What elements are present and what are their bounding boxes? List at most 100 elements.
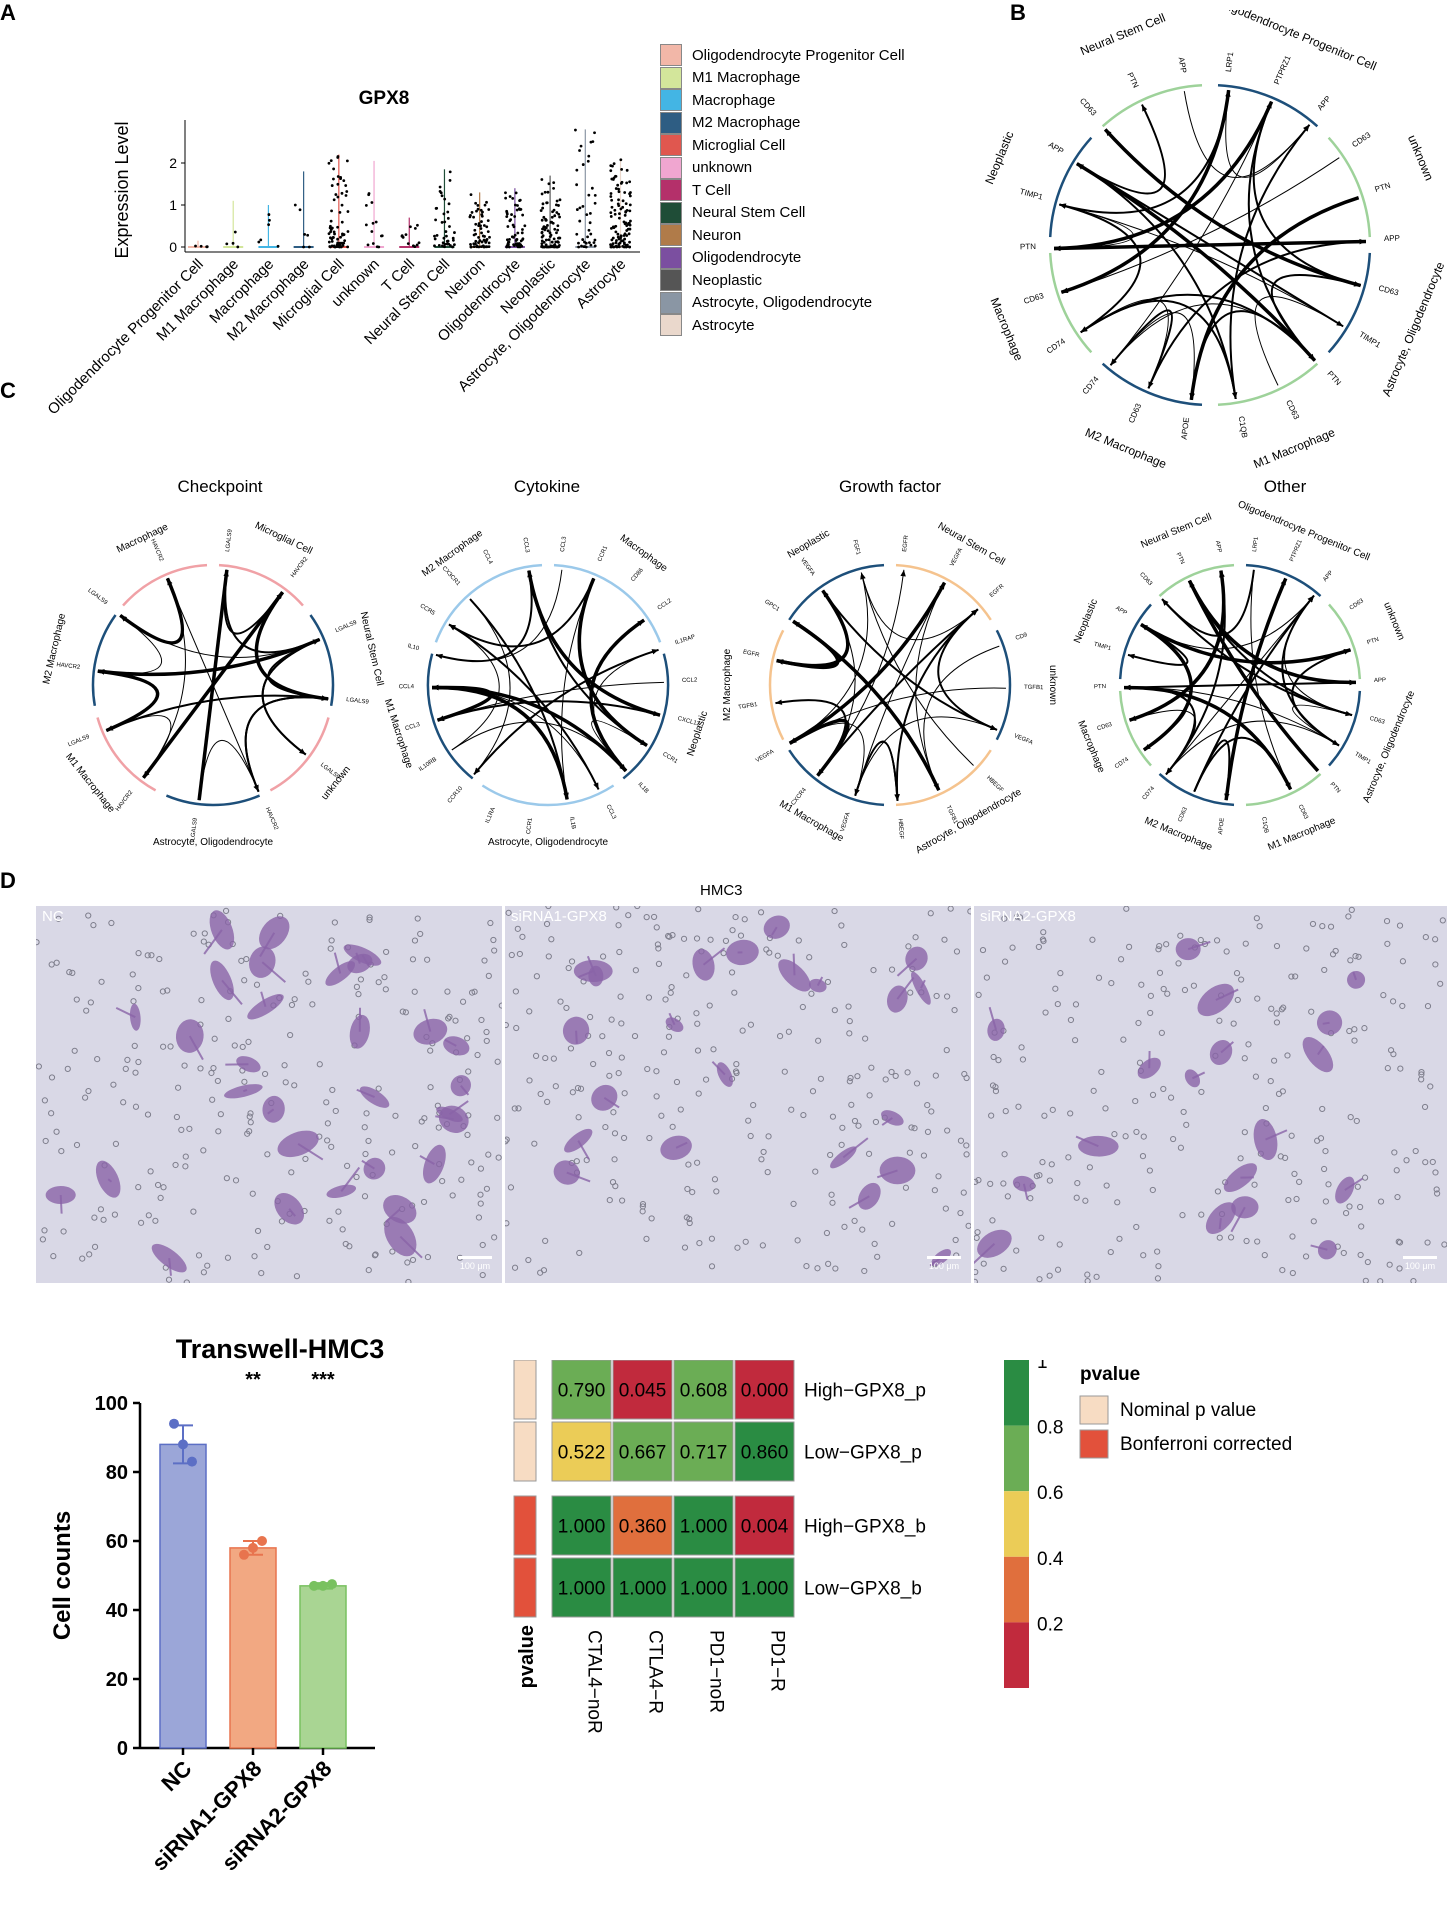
chord-arrow xyxy=(1285,782,1291,790)
legend-label: Neuron xyxy=(692,226,742,244)
chord-link xyxy=(1281,594,1340,747)
data-point xyxy=(611,164,614,168)
pore xyxy=(485,972,492,979)
pore xyxy=(1111,1131,1118,1138)
cell-process xyxy=(974,1243,996,1265)
stained-cell xyxy=(564,1128,593,1153)
stained-cell xyxy=(911,971,931,1005)
pore xyxy=(1103,1182,1110,1189)
legend-item: Astrocyte, Oligodendrocyte xyxy=(660,291,990,315)
chord-link xyxy=(1104,129,1361,287)
pore xyxy=(417,930,424,938)
data-point xyxy=(333,232,336,236)
pore xyxy=(1156,969,1164,976)
cell-process xyxy=(1317,1045,1325,1056)
chord-link xyxy=(937,608,998,731)
pore xyxy=(831,907,838,915)
pore xyxy=(666,933,673,940)
pore xyxy=(1254,1238,1261,1245)
chord-link xyxy=(1123,685,1293,791)
pore xyxy=(357,976,365,983)
data-point xyxy=(339,241,343,245)
chord-link xyxy=(448,624,500,751)
data-point xyxy=(268,218,271,222)
pore xyxy=(646,1134,653,1142)
pore xyxy=(574,1084,582,1092)
data-point xyxy=(574,128,577,132)
pore xyxy=(287,1031,294,1039)
pore xyxy=(281,1062,288,1069)
pore xyxy=(1424,1002,1432,1010)
pore xyxy=(1223,948,1230,955)
data-point xyxy=(474,242,477,246)
y-tick-label: 0 xyxy=(117,1738,128,1760)
group-label: Neoplastic xyxy=(685,710,710,758)
data-point xyxy=(343,239,347,243)
pore xyxy=(827,1151,834,1159)
stained-cell xyxy=(1335,1176,1355,1204)
pore xyxy=(511,1105,518,1112)
pore xyxy=(1273,1010,1280,1017)
data-point xyxy=(616,245,619,249)
data-point xyxy=(586,159,590,163)
chord-arrow xyxy=(593,782,599,790)
pore xyxy=(83,1007,90,1014)
data-point xyxy=(488,235,491,239)
pore xyxy=(776,1032,784,1040)
gene-label: CCL2 xyxy=(682,678,698,684)
pore xyxy=(1422,1159,1429,1166)
data-point xyxy=(623,237,627,241)
chord-link xyxy=(860,572,979,641)
data-point xyxy=(506,225,510,228)
pore xyxy=(1154,1248,1161,1255)
data-point xyxy=(512,225,516,229)
data-point xyxy=(557,204,560,207)
pore xyxy=(788,1106,795,1113)
pore xyxy=(375,1085,382,1092)
data-point xyxy=(447,242,451,246)
pore xyxy=(1197,936,1204,944)
pore xyxy=(526,1008,533,1015)
data-point xyxy=(345,159,349,163)
pore xyxy=(567,1045,575,1052)
pore xyxy=(1158,1029,1165,1037)
stained-cell xyxy=(1316,1010,1343,1035)
gene-label: VEGFA xyxy=(840,812,852,833)
stained-cell xyxy=(95,1160,121,1198)
pore xyxy=(868,1064,875,1071)
pore xyxy=(845,1003,852,1010)
gene-label: CD63 xyxy=(1138,572,1153,588)
data-point xyxy=(469,242,472,246)
pore xyxy=(1033,1172,1040,1180)
gene-label: CD63 xyxy=(1023,291,1046,306)
data-point xyxy=(487,245,491,249)
pore xyxy=(957,1209,964,1217)
pore xyxy=(846,1078,853,1085)
data-point xyxy=(334,193,338,196)
gene-label: CCL3 xyxy=(404,722,421,733)
data-point xyxy=(447,202,451,206)
data-point xyxy=(627,221,631,225)
data-point xyxy=(609,195,613,198)
chord-arrow xyxy=(1162,599,1169,606)
pore xyxy=(1155,1263,1162,1270)
data-point xyxy=(485,245,489,249)
data-point xyxy=(575,208,579,211)
pore xyxy=(1216,1017,1223,1024)
data-point xyxy=(267,223,271,227)
chord-link xyxy=(923,645,1000,791)
pore xyxy=(1284,1052,1291,1059)
pore xyxy=(1317,1135,1325,1142)
legend-label: Bonferroni corrected xyxy=(1120,1434,1292,1455)
pore xyxy=(288,1001,296,1009)
pore xyxy=(490,936,497,944)
pore xyxy=(97,1206,105,1213)
pore xyxy=(164,987,171,994)
data-point xyxy=(549,220,553,224)
pore xyxy=(1393,1167,1400,1174)
data-point xyxy=(336,225,340,229)
data-point xyxy=(541,202,545,206)
gene-label: TIMP1 xyxy=(1019,187,1045,202)
pore xyxy=(427,1047,434,1054)
